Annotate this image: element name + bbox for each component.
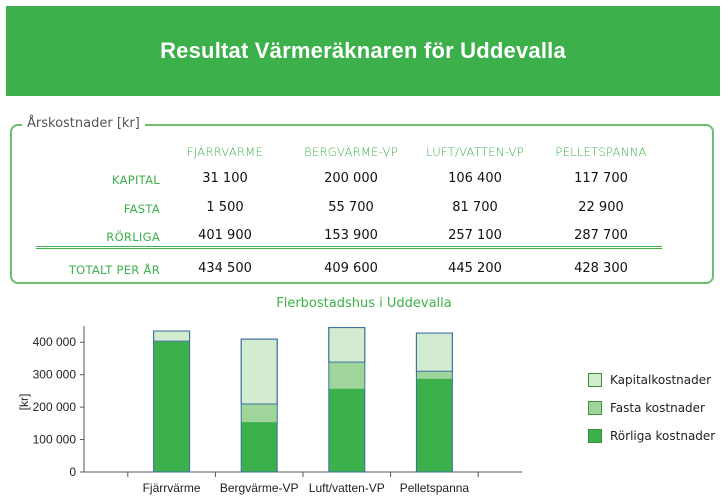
table-cell: 401 900 xyxy=(198,228,252,243)
legend-swatch xyxy=(588,429,602,443)
bar-outline xyxy=(153,330,191,473)
legend-swatch xyxy=(588,401,602,415)
legend-item-fasta: Fasta kostnader xyxy=(588,401,705,415)
bar-segment xyxy=(415,332,453,372)
x-tick-label: Pelletspanna xyxy=(400,481,470,495)
total-separator xyxy=(36,246,662,249)
chart-title: Flerbostadshus i Uddevalla xyxy=(276,296,452,311)
annual-costs-panel xyxy=(10,124,714,284)
column-header-bergvarme: BERGVÄRME-VP xyxy=(304,145,398,159)
bar-segment xyxy=(416,371,453,379)
column-header-pelletspanna: PELLETSPANNA xyxy=(555,145,647,159)
table-cell: 81 700 xyxy=(452,200,498,215)
bar-outline xyxy=(415,332,453,473)
bar-segment xyxy=(328,362,365,389)
table-cell: 200 000 xyxy=(324,171,378,186)
bar-segment xyxy=(328,327,366,363)
table-cell: 31 100 xyxy=(202,171,248,186)
x-tick-label: Fjärrvärme xyxy=(143,481,201,495)
x-tick-label: Bergvärme-VP xyxy=(220,481,299,495)
total-cell: 434 500 xyxy=(198,261,252,276)
total-cell: 428 300 xyxy=(574,261,628,276)
bar-segment xyxy=(241,403,278,423)
table-cell: 287 700 xyxy=(574,228,628,243)
column-header-luftvatten: LUFT/VATTEN-VP xyxy=(426,145,524,159)
table-cell: 106 400 xyxy=(448,171,502,186)
row-label-fasta: FASTA xyxy=(123,202,160,216)
table-cell: 55 700 xyxy=(328,200,374,215)
page-title: Resultat Värmeräknaren för Uddevalla xyxy=(160,38,566,63)
y-axis-label: [kr] xyxy=(17,394,31,411)
y-tick-label: 400 000 xyxy=(33,335,77,349)
bar-segment xyxy=(153,341,190,472)
y-tick-label: 200 000 xyxy=(33,400,77,414)
panel-title: Årskostnader [kr] xyxy=(22,116,145,131)
legend-item-kapital: Kapitalkostnader xyxy=(588,373,711,387)
bar-segment xyxy=(416,378,453,472)
total-cell: 409 600 xyxy=(324,261,378,276)
table-cell: 257 100 xyxy=(448,228,502,243)
table-cell: 22 900 xyxy=(578,200,624,215)
y-tick-label: 0 xyxy=(69,465,76,479)
bar-segment xyxy=(241,422,278,472)
legend-swatch xyxy=(588,373,602,387)
legend-label: Kapitalkostnader xyxy=(610,373,712,387)
table-cell: 153 900 xyxy=(324,228,378,243)
table-cell: 117 700 xyxy=(574,171,628,186)
y-tick-label: 300 000 xyxy=(33,368,77,382)
header-banner: Resultat Värmeräknaren för Uddevalla xyxy=(6,6,720,96)
bar-outline xyxy=(240,338,278,473)
bar-segment xyxy=(153,330,191,342)
legend-label: Fasta kostnader xyxy=(610,401,705,415)
row-label-rorliga: RÖRLIGA xyxy=(106,230,160,244)
row-label-total: TOTALT PER ÅR xyxy=(68,263,160,277)
bar-segment xyxy=(240,338,278,405)
x-tick-label: Luft/vatten-VP xyxy=(309,481,385,495)
row-label-kapital: KAPITAL xyxy=(111,173,160,187)
bar-outline xyxy=(328,327,366,473)
legend-label: Rörliga kostnader xyxy=(610,429,716,443)
table-cell: 1 500 xyxy=(206,200,244,215)
legend-item-rorliga: Rörliga kostnader xyxy=(588,429,715,443)
column-header-fjarrvarme: FJÄRRVÄRME xyxy=(186,145,264,159)
total-cell: 445 200 xyxy=(448,261,502,276)
bar-segment xyxy=(328,388,365,472)
y-tick-label: 100 000 xyxy=(33,433,77,447)
